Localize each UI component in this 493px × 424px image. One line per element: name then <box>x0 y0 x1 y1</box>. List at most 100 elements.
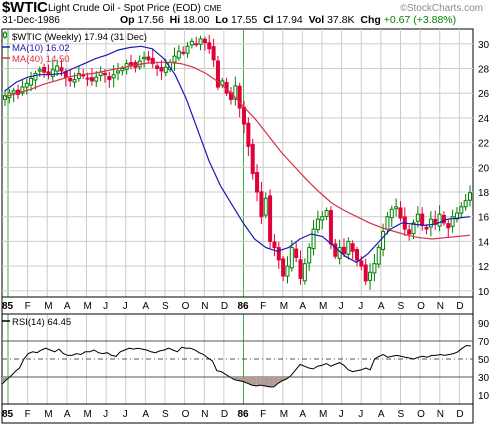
candle-body <box>115 70 120 74</box>
x-tick-label: J <box>103 301 108 312</box>
candle-body <box>276 247 281 261</box>
candle-body <box>463 200 468 208</box>
price-tick-label: 12 <box>478 262 490 273</box>
candle-body <box>176 50 181 59</box>
candle-body <box>350 243 355 252</box>
x-tick-label: A <box>299 301 306 312</box>
candle-body <box>446 223 451 229</box>
candle-body <box>437 213 442 227</box>
candle-body <box>237 85 242 109</box>
candle-body <box>233 85 238 100</box>
rsi-x-tick-label: J <box>358 409 363 420</box>
price-tick-label: 18 <box>478 188 490 199</box>
rsi-oversold-fill <box>256 377 261 386</box>
price-tick-label: 26 <box>478 89 490 100</box>
rsi-grid <box>1 313 474 405</box>
candle-body <box>268 195 273 242</box>
rsi-x-tick-label: S <box>162 409 169 420</box>
rsi-x-tick-label: J <box>123 409 128 420</box>
high-value: 18.00 <box>183 14 210 26</box>
open-label: Op <box>120 14 135 26</box>
candle-body <box>359 260 364 267</box>
candle-body <box>120 68 125 72</box>
candle-body <box>389 208 394 219</box>
rsi-tick-label: 10 <box>478 391 490 402</box>
candle-body <box>50 69 55 77</box>
volume-value: 37.8K <box>327 14 355 26</box>
candle-body <box>250 143 255 174</box>
rsi-line <box>1 344 472 388</box>
candle-body <box>55 65 60 72</box>
rsi-oversold-fill <box>247 377 252 386</box>
candle-body <box>346 240 351 255</box>
price-tick-label: 22 <box>478 139 490 150</box>
candle-body <box>324 210 329 217</box>
candle-body <box>255 171 260 193</box>
x-tick-label: 86 <box>238 301 250 312</box>
candle-body <box>368 271 373 281</box>
date-axis-band-bottom <box>1 403 474 424</box>
candle-body <box>424 226 429 230</box>
candle-body <box>146 56 151 61</box>
change-label: Chg <box>360 14 381 26</box>
rsi-x-tick-label: F <box>25 409 31 420</box>
price-tick-label: 24 <box>478 114 490 125</box>
candle-body <box>3 95 7 100</box>
rsi-oversold-fill <box>264 377 270 387</box>
candle-body <box>163 66 168 73</box>
rsi-tick-label: 30 <box>478 373 490 384</box>
candle-body <box>129 62 134 66</box>
candle-body <box>281 258 286 277</box>
date-axis-band <box>1 296 474 315</box>
legend-label: MA(10) 16.02 <box>12 43 70 54</box>
x-tick-label: D <box>456 301 463 312</box>
x-tick-label: S <box>398 301 405 312</box>
rsi-x-tick-label: M <box>319 409 327 420</box>
ma10-line <box>4 45 471 264</box>
candle-body <box>428 218 433 228</box>
rsi-x-tick-label: F <box>260 409 266 420</box>
candle-body <box>29 77 34 86</box>
candle-body <box>242 106 247 125</box>
credit-line: ©StockCharts.com <box>400 3 483 14</box>
x-tick-label: N <box>437 301 444 312</box>
price-tick-label: 14 <box>478 237 490 248</box>
close-value: 17.94 <box>276 14 303 26</box>
legend-label: MA(40) 14.50 <box>12 54 70 65</box>
rsi-x-tick-label: 85 <box>2 409 14 420</box>
x-tick-label: M <box>319 301 327 312</box>
rsi-tick-label: 70 <box>478 337 490 348</box>
rsi-x-tick-label: 86 <box>238 409 250 420</box>
instrument-name: Light Crude Oil - Spot Price (EOD) CME <box>48 3 222 14</box>
candle-body <box>142 56 147 60</box>
exchange-label: CME <box>203 4 222 13</box>
candle-body <box>311 228 316 250</box>
legend-label: $WTIC (Weekly) 17.94 (31 Dec) <box>12 32 147 43</box>
low-label: Lo <box>215 14 229 26</box>
rsi-x-tick-label: M <box>280 409 288 420</box>
price-tick-label: 16 <box>478 213 490 224</box>
x-tick-label: D <box>221 301 228 312</box>
candle-body <box>320 216 325 221</box>
candle-body <box>159 67 164 72</box>
candle-body <box>272 241 277 249</box>
rsi-x-tick-label: O <box>417 409 425 420</box>
candle-body <box>450 216 455 227</box>
candle-body <box>454 212 459 220</box>
candle-body <box>211 46 216 61</box>
x-tick-label: M <box>84 301 92 312</box>
candle-body <box>185 45 190 54</box>
rsi-oversold-fill <box>273 377 279 387</box>
candle-body <box>246 122 251 147</box>
candle-body <box>372 263 377 274</box>
candle-body <box>11 90 16 94</box>
rsi-x-tick-label: N <box>201 409 208 420</box>
candle-body <box>37 69 42 72</box>
rsi-x-tick-label: J <box>339 409 344 420</box>
x-tick-label: S <box>162 301 169 312</box>
x-tick-label: A <box>142 301 149 312</box>
price-candles <box>3 34 472 290</box>
candle-body <box>42 67 47 73</box>
candle-body <box>198 38 203 45</box>
copyright-icon: © <box>400 3 407 13</box>
